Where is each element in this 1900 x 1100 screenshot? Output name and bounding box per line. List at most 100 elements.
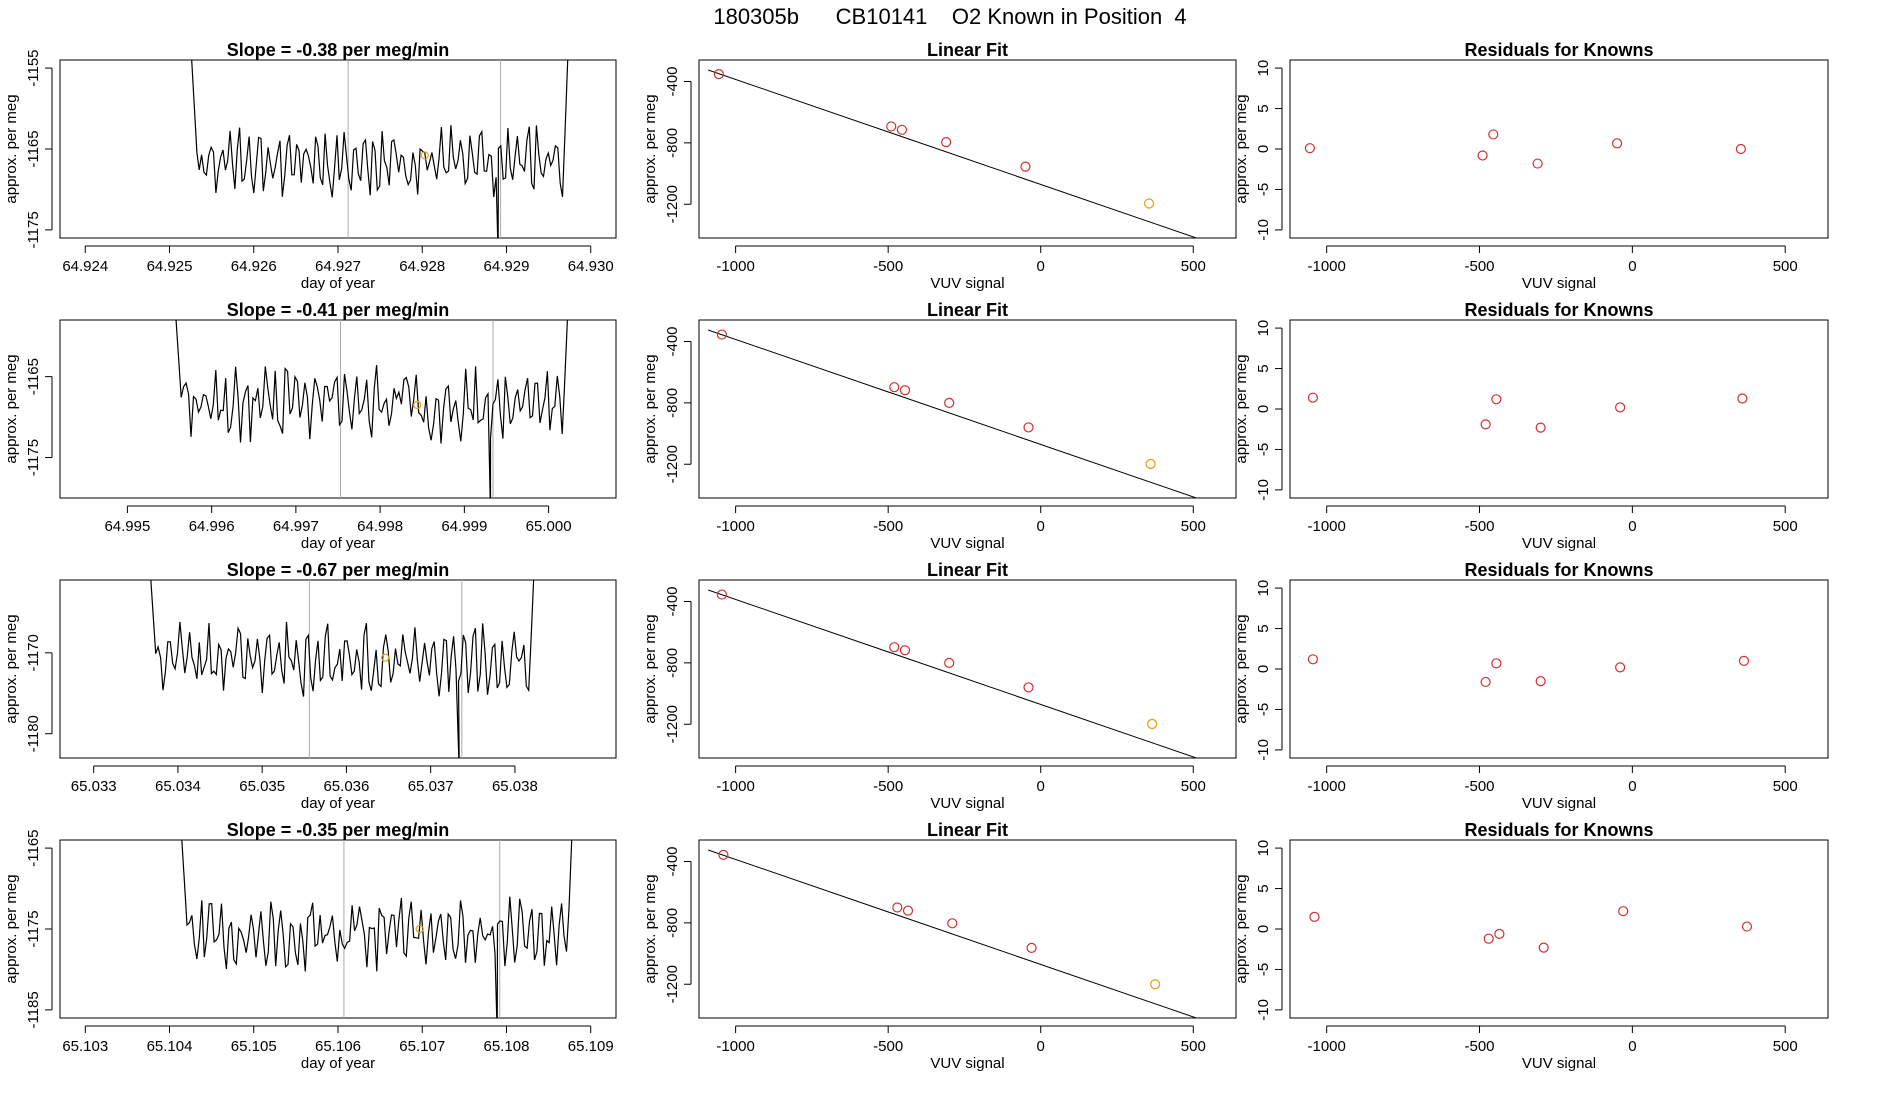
plot-title: Slope = -0.38 per meg/min (227, 40, 450, 60)
y-tick-label: -5 (1255, 703, 1272, 716)
y-axis-label: approx. per meg (1233, 94, 1250, 203)
x-tick-label: 500 (1773, 258, 1798, 275)
y-tick-label: -400 (664, 846, 681, 876)
residual-point (1307, 654, 1319, 665)
y-tick-label: 5 (1255, 884, 1272, 892)
y-tick-label: 5 (1255, 364, 1272, 372)
residual-point (1538, 942, 1549, 953)
y-tick-label: 0 (1255, 665, 1272, 673)
x-axis-label: VUV signal (1522, 535, 1596, 552)
plot-panel-timeseries-3: Slope = -0.67 per meg/min 65.033 65.034 65.… (3, 560, 617, 812)
x-tick-label: 500 (1773, 1038, 1798, 1055)
standard-point (944, 657, 955, 668)
x-tick-label: 65.108 (484, 1038, 530, 1055)
standard-point (947, 918, 958, 929)
x-tick-label: -1000 (716, 778, 754, 795)
known-marker (413, 400, 422, 410)
y-tick-label: -1185 (25, 991, 42, 1028)
plot-area (1309, 906, 1753, 953)
plot-frame (1289, 59, 1829, 239)
x-tick-label: 64.929 (484, 258, 530, 275)
x-tick-label: 65.106 (315, 1038, 361, 1055)
y-tick-label: -1200 (664, 705, 681, 743)
data-line (181, 840, 573, 1018)
x-tick-label: 0 (1628, 1038, 1636, 1055)
residual-point (1611, 138, 1623, 149)
x-tick-label: -500 (1465, 1038, 1495, 1055)
y-tick-label: -1175 (25, 439, 42, 476)
y-tick-label: -800 (664, 648, 681, 678)
residual-point (1491, 658, 1502, 669)
residual-point (1480, 676, 1491, 688)
x-axis-label: VUV signal (1522, 275, 1596, 292)
residual-point (1737, 393, 1748, 404)
x-tick-label: 64.996 (189, 518, 235, 535)
x-axis-label: VUV signal (930, 795, 1004, 812)
x-tick-label: 500 (1181, 518, 1206, 535)
x-tick-label: -500 (873, 258, 903, 275)
x-axis-label: VUV signal (930, 275, 1004, 292)
plot-panel-residuals-2: Residuals for Knowns -1000 -500 0 500 VUV sig… (1233, 300, 1829, 552)
y-tick-label: -1200 (664, 965, 681, 1003)
y-axis-label: approx. per meg (642, 354, 659, 463)
x-tick-label: 65.035 (239, 778, 285, 795)
standard-point (902, 905, 914, 916)
residual-point (1535, 676, 1546, 687)
x-tick-label: 500 (1181, 1038, 1206, 1055)
y-tick-label: -10 (1255, 219, 1272, 241)
x-tick-label: -1000 (1307, 518, 1345, 535)
y-axis-label: approx. per meg (3, 94, 20, 203)
residual-point (1615, 402, 1626, 413)
y-tick-label: -5 (1255, 443, 1272, 456)
residual-point (1741, 921, 1753, 932)
plot-title: Slope = -0.35 per meg/min (227, 820, 450, 840)
x-tick-label: -1000 (716, 1038, 754, 1055)
x-tick-label: 65.103 (62, 1038, 108, 1055)
plot-panel-linear_fit-2: Linear Fit -1000 -500 0 500 VUV signal -400 -80… (642, 300, 1237, 552)
x-tick-label: 64.998 (357, 518, 403, 535)
y-tick-label: -10 (1255, 739, 1272, 761)
residual-point (1477, 150, 1488, 161)
plot-frame (1289, 579, 1829, 759)
plot-panel-residuals-3: Residuals for Knowns -1000 -500 0 500 VUV sig… (1233, 560, 1829, 812)
plot-panel-linear_fit-3: Linear Fit -1000 -500 0 500 VUV signal -400 -80… (642, 560, 1237, 812)
y-tick-label: -5 (1255, 963, 1272, 976)
y-axis-label: approx. per meg (1233, 614, 1250, 723)
x-tick-label: 64.928 (399, 258, 445, 275)
fit-line (707, 69, 1198, 238)
y-axis-label: approx. per meg (642, 94, 659, 203)
y-tick-label: -800 (664, 128, 681, 158)
y-axis-label: approx. per meg (642, 614, 659, 723)
known-point (1146, 718, 1158, 730)
known-point (1143, 198, 1155, 209)
y-tick-label: -1200 (664, 185, 681, 223)
x-tick-label: -500 (873, 1038, 903, 1055)
residual-point (1483, 933, 1494, 944)
residual-point (1615, 662, 1626, 673)
plot-frame (698, 839, 1237, 1019)
y-tick-label: 0 (1255, 405, 1272, 413)
x-axis-label: VUV signal (930, 1055, 1004, 1072)
plot-title: Linear Fit (927, 820, 1008, 840)
plot-area (181, 840, 573, 1018)
x-tick-label: -1000 (1307, 1038, 1345, 1055)
plot-title: Residuals for Knowns (1464, 300, 1653, 320)
y-tick-label: 5 (1255, 104, 1272, 112)
data-line (150, 580, 535, 758)
y-tick-label: 0 (1255, 145, 1272, 153)
x-tick-label: 64.995 (104, 518, 150, 535)
plot-panel-timeseries-2: Slope = -0.41 per meg/min 64.995 64.996 64.… (3, 300, 617, 552)
plot-panel-timeseries-1: Slope = -0.38 per meg/min 64.924 64.925 64.… (3, 40, 617, 292)
x-tick-label: 65.033 (71, 778, 117, 795)
y-tick-label: -1165 (25, 130, 42, 167)
x-tick-label: 65.036 (323, 778, 369, 795)
plot-frame (59, 839, 617, 1019)
fit-line (707, 849, 1198, 1018)
x-tick-label: 0 (1628, 518, 1636, 535)
standard-point (718, 849, 729, 860)
x-tick-label: -500 (873, 518, 903, 535)
residual-point (1618, 906, 1629, 917)
plot-frame (59, 319, 617, 499)
x-axis-label: VUV signal (930, 535, 1004, 552)
